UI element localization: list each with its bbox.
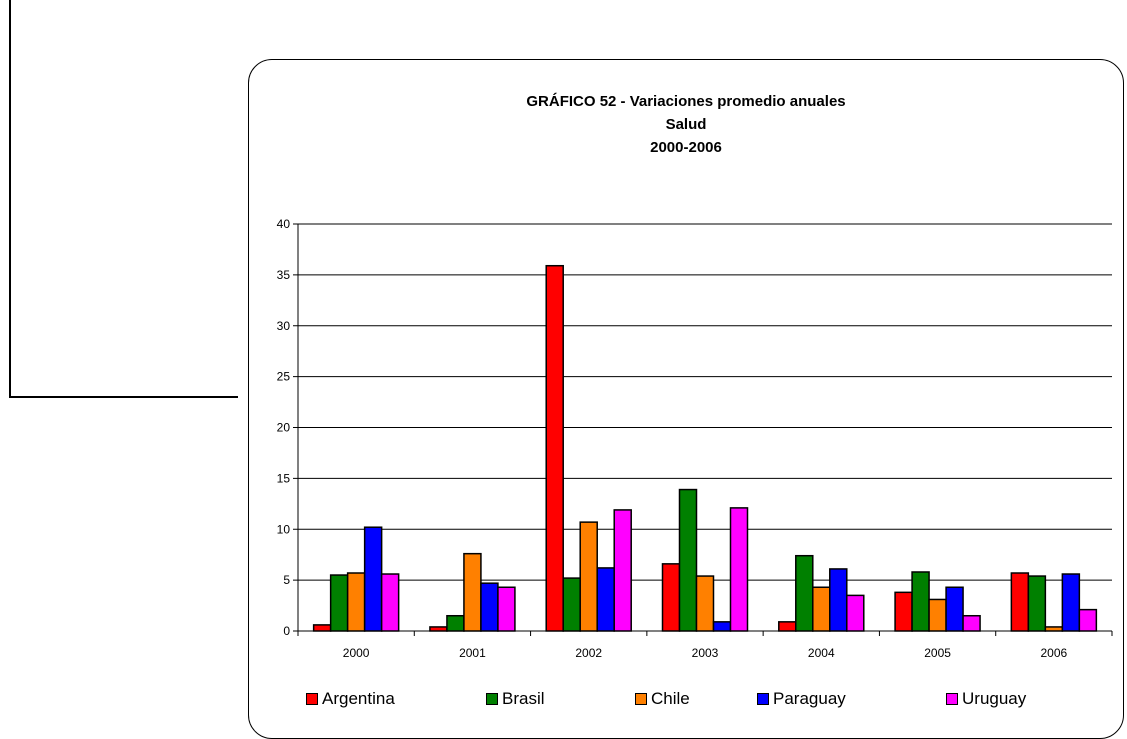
bar-chile-2005: [928, 598, 947, 632]
y-tick-label: 5: [283, 573, 290, 587]
bar-argentina-2006: [1010, 572, 1030, 632]
chart-period: 2000-2006: [650, 139, 722, 156]
bar-brasil-2003: [678, 488, 698, 632]
bar-uruguay-2002: [613, 509, 632, 632]
legend-label: Chile: [651, 689, 690, 708]
bar-chile-2004: [812, 586, 831, 632]
legend-swatch: [306, 693, 318, 705]
legend-swatch: [946, 693, 958, 705]
y-tick-label: 40: [277, 217, 291, 231]
y-tick-label: 0: [283, 624, 290, 638]
y-tick-label: 25: [277, 370, 291, 384]
bar-paraguay-2001: [480, 582, 499, 632]
chart-title-block: GRÁFICO 52 - Variaciones promedio anuale…: [248, 90, 1124, 159]
legend-label: Uruguay: [962, 689, 1027, 708]
chart-subtitle: Salud: [665, 116, 707, 133]
x-tick-label: 2006: [1041, 646, 1068, 660]
legend-item-chile: Chile: [635, 689, 690, 709]
bar-argentina-2004: [778, 621, 797, 632]
bar-brasil-2004: [795, 554, 814, 632]
bar-paraguay-2003: [712, 621, 732, 632]
y-tick-label: 10: [277, 522, 291, 536]
x-tick-label: 2002: [575, 646, 602, 660]
bar-uruguay-2003: [729, 507, 749, 632]
chart-legend: Argentina Brasil Chile Paraguay Uruguay: [306, 689, 1106, 711]
bar-chile-2003: [695, 575, 715, 632]
bar-paraguay-2000: [363, 526, 383, 632]
bar-brasil-2002: [562, 577, 581, 632]
legend-swatch: [635, 693, 647, 705]
legend-item-uruguay: Uruguay: [946, 689, 1026, 709]
chart-title: GRÁFICO 52 - Variaciones promedio anuale…: [526, 93, 846, 110]
bar-paraguay-2002: [596, 567, 615, 632]
bar-argentina-2003: [661, 563, 681, 632]
bar-paraguay-2004: [829, 568, 848, 632]
bar-brasil-2001: [446, 614, 465, 632]
legend-label: Paraguay: [773, 689, 846, 708]
y-tick-label: 20: [277, 421, 291, 435]
bar-uruguay-2000: [380, 573, 400, 632]
bar-argentina-2001: [429, 626, 448, 632]
y-tick-label: 35: [277, 268, 291, 282]
legend-swatch: [757, 693, 769, 705]
x-tick-label: 2004: [808, 646, 835, 660]
x-tick-label: 2005: [924, 646, 951, 660]
bar-chile-2002: [579, 521, 598, 632]
bar-uruguay-2005: [962, 614, 981, 632]
bar-argentina-2000: [312, 624, 332, 632]
legend-label: Brasil: [502, 689, 545, 708]
bar-uruguay-2004: [846, 594, 865, 632]
bar-chile-2001: [463, 552, 482, 632]
bracket-vertical-line: [9, 0, 11, 398]
bracket-horizontal-line: [9, 396, 238, 398]
legend-swatch: [486, 693, 498, 705]
legend-label: Argentina: [322, 689, 395, 708]
bar-argentina-2002: [545, 264, 564, 632]
x-tick-label: 2003: [692, 646, 719, 660]
bar-chile-2006: [1044, 626, 1064, 632]
x-tick-label: 2001: [459, 646, 486, 660]
legend-item-paraguay: Paraguay: [757, 689, 846, 709]
bar-brasil-2000: [329, 574, 349, 632]
bar-uruguay-2006: [1078, 608, 1098, 632]
bar-chile-2000: [346, 572, 366, 632]
bar-paraguay-2006: [1061, 573, 1081, 632]
bar-argentina-2005: [894, 591, 913, 632]
bar-paraguay-2005: [945, 586, 964, 632]
bar-brasil-2005: [911, 571, 930, 632]
bar-brasil-2006: [1027, 575, 1047, 632]
legend-item-brasil: Brasil: [486, 689, 545, 709]
bar-uruguay-2001: [497, 586, 516, 632]
x-tick-label: 2000: [343, 646, 370, 660]
y-tick-label: 30: [277, 319, 291, 333]
legend-item-argentina: Argentina: [306, 689, 395, 709]
y-tick-label: 15: [277, 471, 291, 485]
